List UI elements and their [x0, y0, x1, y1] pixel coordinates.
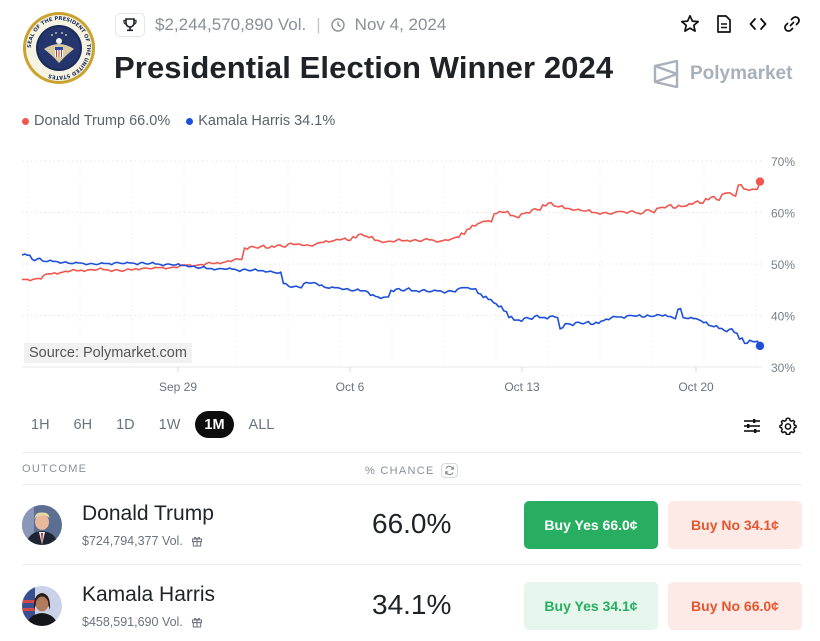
outcome-name: Kamala Harris	[82, 583, 216, 606]
outcome-volume: $458,591,690 Vol.	[82, 615, 203, 629]
chance-column-header: % CHANCE	[365, 463, 458, 478]
price-history-chart[interactable]: 70% 60% 50% 40% 30% Sep 29 Oct 6 Oct 13 Oct 20	[0, 140, 820, 400]
outcome-table-header: OUTCOME % CHANCE	[22, 452, 802, 485]
gift-icon	[191, 617, 202, 628]
market-volume: $2,244,570,890 Vol.	[155, 15, 307, 34]
outcome-row-harris[interactable]: Kamala Harris $458,591,690 Vol. 34.1% Bu…	[22, 566, 802, 641]
buy-yes-button[interactable]: Buy Yes 34.1¢	[524, 582, 658, 630]
legend-dot	[186, 117, 194, 125]
legend-label: Donald Trump 66.0%	[34, 113, 171, 129]
x-tick-label: Sep 29	[159, 380, 197, 394]
star-icon[interactable]	[680, 13, 700, 35]
range-button-all[interactable]: ALL	[248, 416, 275, 433]
avatar-harris	[22, 586, 62, 626]
polymarket-brand: Polymarket	[652, 60, 792, 88]
market-end-date: Nov 4, 2024	[354, 15, 447, 34]
presidential-seal-icon: SEAL OF THE PRESIDENT OF THE UNITED STAT…	[23, 12, 95, 84]
buy-no-button[interactable]: Buy No 34.1¢	[668, 501, 802, 549]
market-header: SEAL OF THE PRESIDENT OF THE UNITED STAT…	[0, 0, 820, 100]
x-tick-label: Oct 20	[678, 380, 714, 394]
outcome-column-header: OUTCOME	[22, 463, 88, 475]
embed-code-icon[interactable]	[748, 13, 768, 35]
buy-yes-button[interactable]: Buy Yes 66.0¢	[524, 501, 658, 549]
x-tick-label: Oct 6	[336, 380, 365, 394]
outcome-row-trump[interactable]: Donald Trump $724,794,377 Vol. 66.0% Buy…	[22, 485, 802, 565]
outcome-chance: 34.1%	[372, 589, 452, 620]
x-tick-label: Oct 13	[504, 380, 540, 394]
range-button-1w[interactable]: 1W	[158, 416, 181, 433]
series-end-point-harris	[755, 341, 765, 351]
document-icon[interactable]	[714, 13, 734, 35]
meta-separator: |	[316, 15, 321, 34]
link-icon[interactable]	[782, 13, 802, 35]
range-button-6h[interactable]: 6H	[73, 416, 93, 433]
outcome-name: Donald Trump	[82, 502, 214, 525]
page-title: Presidential Election Winner 2024	[114, 50, 614, 85]
outcome-volume-text: $458,591,690 Vol.	[82, 615, 183, 629]
outcome-volume: $724,794,377 Vol.	[82, 534, 203, 548]
legend-dot	[22, 117, 29, 125]
range-button-1d[interactable]: 1D	[116, 416, 135, 433]
y-tick-label: 70%	[771, 155, 795, 169]
polymarket-logo-icon	[653, 60, 679, 88]
legend-item-harris: Kamala Harris 34.1%	[186, 113, 335, 129]
chance-header-label: % CHANCE	[365, 464, 435, 477]
legend-item-trump: Donald Trump 66.0%	[22, 113, 170, 129]
series-line-harris	[21, 253, 761, 347]
outcome-volume-text: $724,794,377 Vol.	[82, 534, 183, 548]
series-line-trump	[22, 181, 761, 282]
chart-source-label: Source: Polymarket.com	[24, 343, 192, 363]
gear-icon[interactable]	[778, 416, 798, 436]
outcome-chance: 66.0%	[372, 508, 452, 539]
market-meta: $2,244,570,890 Vol. | Nov 4, 2024	[115, 12, 446, 38]
brand-name: Polymarket	[690, 63, 793, 84]
legend-label: Kamala Harris 34.1%	[198, 113, 336, 129]
buy-no-button[interactable]: Buy No 66.0¢	[668, 582, 802, 630]
header-actions	[680, 13, 802, 35]
range-button-1h[interactable]: 1H	[31, 416, 50, 433]
gift-icon	[191, 536, 202, 547]
sliders-icon[interactable]	[742, 416, 762, 436]
series-end-point-trump	[755, 177, 765, 186]
range-button-1m[interactable]: 1M	[195, 411, 234, 438]
refresh-icon[interactable]	[440, 463, 458, 478]
clock-icon	[330, 18, 345, 32]
y-tick-label: 30%	[771, 361, 795, 375]
chart-tools	[742, 416, 798, 436]
avatar-trump	[22, 505, 62, 545]
y-tick-label: 40%	[771, 310, 795, 324]
trophy-icon	[115, 13, 145, 37]
y-tick-label: 60%	[771, 207, 795, 221]
chart-legend: Donald Trump 66.0% Kamala Harris 34.1%	[22, 113, 335, 129]
time-range-selector: 1H 6H 1D 1W 1M ALL	[22, 411, 283, 438]
y-tick-label: 50%	[771, 258, 795, 272]
